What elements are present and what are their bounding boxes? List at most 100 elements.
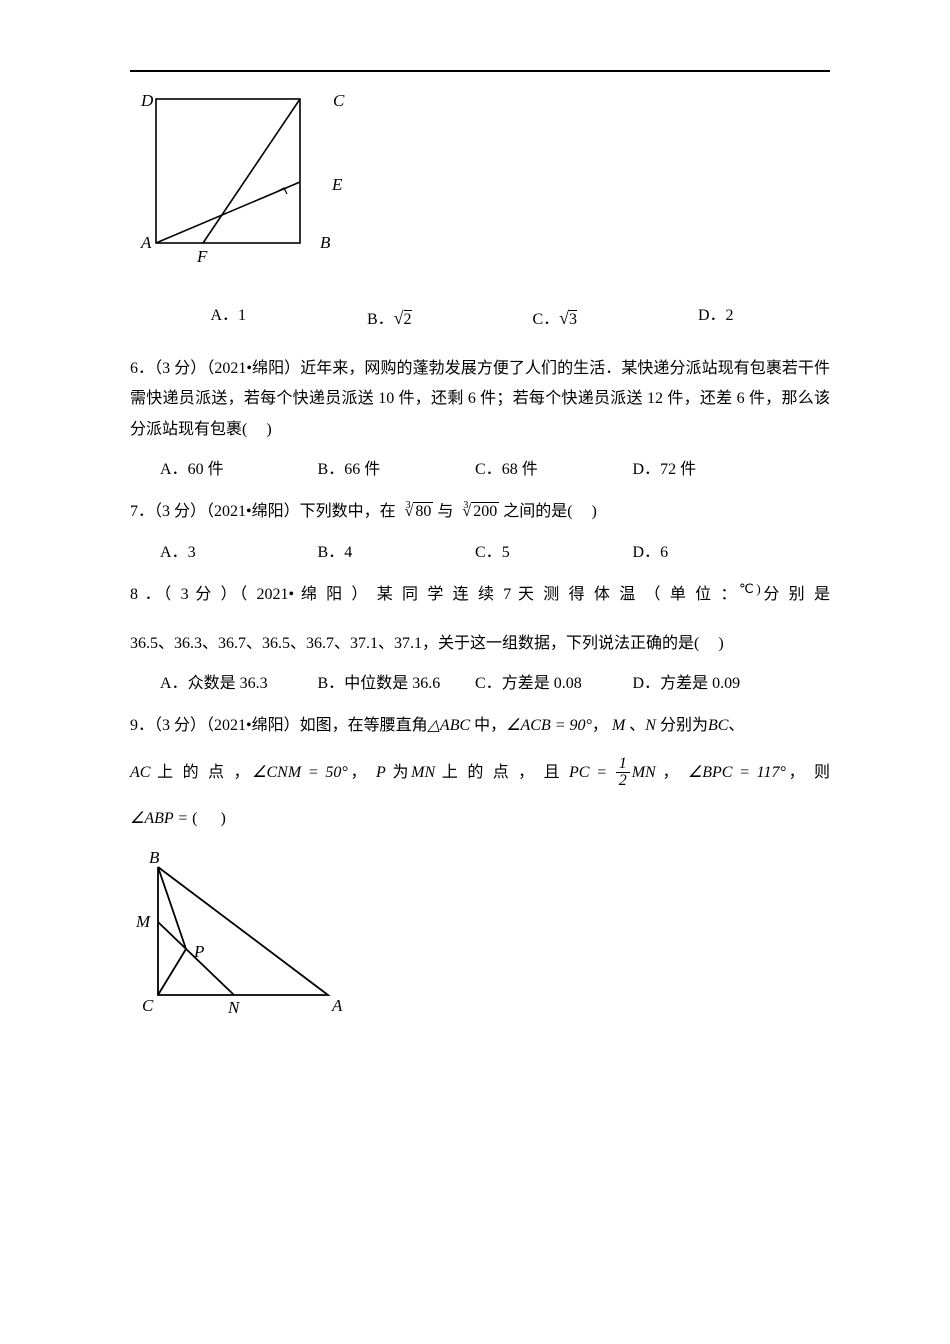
q8-line2: 36.5、36.3、36.7、36.5、36.7、37.1、37.1，关于这一组… xyxy=(130,629,830,659)
q5-options: A．1 B．√2 C．√3 D．2 xyxy=(150,301,794,335)
q7-mid: 与 xyxy=(437,503,453,520)
q9-p6: 、 xyxy=(728,717,744,734)
q8-opt-d-val: 方差是 0.09 xyxy=(660,675,740,692)
q8-opt-c: C．方差是 0.08 xyxy=(475,669,633,699)
q6-opt-a-val: 60 件 xyxy=(188,461,224,478)
svg-text:E: E xyxy=(331,175,343,194)
q7: 7．（3 分）（2021•绵阳）下列数中，在 3√80 与 3√200 之间的是… xyxy=(130,497,830,527)
q6-opt-d: D．72 件 xyxy=(633,455,791,485)
q9-MN: MN xyxy=(411,764,435,781)
q9-ang1: ∠ACB = 90° xyxy=(506,717,592,734)
q8-line1: 8 ．（ 3 分 ）（ 2021• 绵 阳 ） 某 同 学 连 续 7 天 测 … xyxy=(130,580,830,610)
q6: 6．（3 分）（2021•绵阳）近年来，网购的蓬勃发展方便了人们的生活．某快递分… xyxy=(130,354,830,445)
q5-opt-b: B．√2 xyxy=(367,301,412,335)
q7-root1-rad: 80 xyxy=(413,502,433,520)
q8-paren: ( ) xyxy=(694,629,724,659)
q9-p4: 、 xyxy=(629,717,645,734)
q8-opt-b-val: 中位数是 36.6 xyxy=(344,675,440,692)
q9-tri: △ABC xyxy=(428,717,471,734)
q7-root2-rad: 200 xyxy=(471,502,499,520)
svg-text:C: C xyxy=(142,996,154,1015)
q8-line1b: 分 别 是 xyxy=(761,586,830,603)
q5-opt-d: D．2 xyxy=(698,301,734,335)
q9-ang2: ∠CNM = 50° xyxy=(252,764,348,781)
svg-text:B: B xyxy=(320,233,331,252)
q9-p10: 上 的 点 ， 且 xyxy=(442,764,562,781)
q8-unit: ℃) xyxy=(739,581,761,596)
q7-opt-b: B．4 xyxy=(318,538,476,568)
q7-prefix: 7．（3 分）（2021•绵阳）下列数中，在 xyxy=(130,503,396,520)
svg-text:C: C xyxy=(333,92,345,110)
top-rule xyxy=(130,70,830,72)
q8-line1-text: 8 ．（ 3 分 ）（ 2021• 绵 阳 ） 某 同 学 连 续 7 天 测 … xyxy=(130,586,739,603)
square-svg: D C A B E F xyxy=(138,92,350,270)
q7-opt-c: C．5 xyxy=(475,538,633,568)
q9-pceq: PC = 12MN xyxy=(569,764,662,781)
q7-root1: 3√80 xyxy=(400,503,434,520)
svg-text:A: A xyxy=(331,996,343,1015)
figure-square: D C A B E F xyxy=(138,92,830,281)
q7-opt-b-val: 4 xyxy=(344,544,352,561)
q9-p9: 为 xyxy=(392,764,411,781)
q5-opt-b-val: √2 xyxy=(394,311,412,328)
q7-opt-a-val: 3 xyxy=(188,544,196,561)
page: D C A B E F A．1 B．√2 C．√3 D．2 6．（3 分）（20… xyxy=(0,0,950,1344)
q6-opt-b-val: 66 件 xyxy=(344,461,380,478)
q6-opt-a: A．60 件 xyxy=(160,455,318,485)
q5-opt-a-val: 1 xyxy=(238,307,246,324)
q7-root2: 3√200 xyxy=(457,503,499,520)
q9-M: M xyxy=(612,717,625,734)
q6-options: A．60 件 B．66 件 C．68 件 D．72 件 xyxy=(160,455,790,485)
q9-frac: 12 xyxy=(616,756,630,791)
q9-pceq-pre: PC = xyxy=(569,764,607,781)
q8-options: A．众数是 36.3 B．中位数是 36.6 C．方差是 0.08 D．方差是 … xyxy=(160,669,790,699)
q6-paren: ( ) xyxy=(242,415,272,445)
q7-root1-idx: 3 xyxy=(406,500,411,511)
q5-opt-d-val: 2 xyxy=(726,307,734,324)
q9-N: N xyxy=(645,717,656,734)
q9-frac-den: 2 xyxy=(616,773,630,790)
q7-options: A．3 B．4 C．5 D．6 xyxy=(160,538,790,568)
q9-p11: ， xyxy=(662,764,681,781)
svg-text:B: B xyxy=(149,849,160,867)
q9-line1: 9．（3 分）（2021•绵阳）如图，在等腰直角△ABC 中，∠ACB = 90… xyxy=(130,711,830,741)
q9-paren: ( ) xyxy=(192,804,226,834)
q9-line2: AC 上 的 点 ，∠CNM = 50°， P 为MN 上 的 点 ， 且 PC… xyxy=(130,756,830,791)
q7-opt-d: D．6 xyxy=(633,538,791,568)
q7-root2-idx: 3 xyxy=(463,500,468,511)
q7-opt-c-val: 5 xyxy=(502,544,510,561)
svg-text:A: A xyxy=(140,233,152,252)
q9-P: P xyxy=(376,764,386,781)
q9-p3: ， xyxy=(592,717,608,734)
q9-p1: 9．（3 分）（2021•绵阳）如图，在等腰直角 xyxy=(130,717,428,734)
q9-paren-close: ) xyxy=(221,810,226,827)
q9-p7a: 上 的 点 ， xyxy=(157,764,252,781)
q8-opt-b: B．中位数是 36.6 xyxy=(318,669,476,699)
q9-paren-open: ( xyxy=(192,810,197,827)
q9-p8: ， xyxy=(348,764,369,781)
q9-p12: ， 则 xyxy=(786,764,830,781)
svg-text:M: M xyxy=(136,912,151,931)
q9-frac-num: 1 xyxy=(616,756,630,774)
q9-pceq-post: MN xyxy=(632,764,656,781)
q8-opt-a-val: 众数是 36.3 xyxy=(188,675,268,692)
q9-AC: AC xyxy=(130,764,150,781)
q9-line3: ∠ABP = ( ) xyxy=(130,804,830,834)
figure-triangle: B M P C N A xyxy=(136,849,830,1030)
q7-opt-a: A．3 xyxy=(160,538,318,568)
q9-BC: BC xyxy=(708,717,728,734)
q9-p5: 分别为 xyxy=(660,717,708,734)
svg-text:F: F xyxy=(196,247,208,266)
svg-text:N: N xyxy=(227,998,241,1017)
q6-text: 6．（3 分）（2021•绵阳）近年来，网购的蓬勃发展方便了人们的生活．某快递分… xyxy=(130,360,830,438)
q9-p2: 中， xyxy=(474,717,506,734)
q5-opt-c: C．√3 xyxy=(532,301,577,335)
q8-opt-d: D．方差是 0.09 xyxy=(633,669,791,699)
q8-opt-c-val: 方差是 0.08 xyxy=(502,675,582,692)
q7-paren: ( ) xyxy=(567,497,597,527)
svg-text:D: D xyxy=(140,92,154,110)
svg-text:P: P xyxy=(193,942,204,961)
triangle-svg: B M P C N A xyxy=(136,849,351,1019)
q6-opt-c: C．68 件 xyxy=(475,455,633,485)
q9-ang4: ∠ABP = xyxy=(130,810,192,827)
